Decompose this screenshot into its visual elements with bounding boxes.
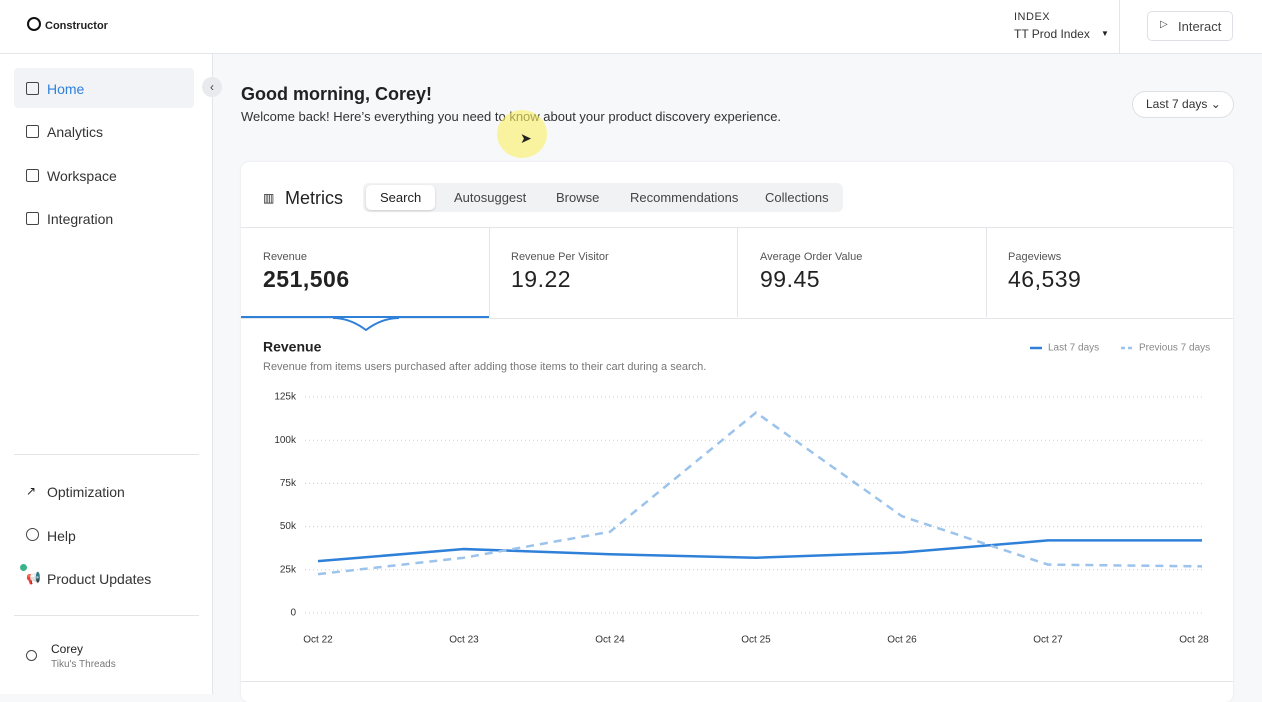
- analytics-icon: [26, 125, 39, 138]
- sidebar: [0, 54, 213, 694]
- chart-title: Revenue: [263, 339, 322, 355]
- nav-item[interactable]: Analytics: [47, 124, 104, 140]
- tab[interactable]: Collections: [765, 190, 829, 205]
- x-tick-label: Oct 25: [741, 635, 771, 646]
- legend-label: Previous 7 days: [1139, 343, 1210, 354]
- nav-item[interactable]: Help: [47, 528, 76, 544]
- y-tick-label: 25k: [280, 564, 297, 575]
- series-line: [317, 410, 1203, 576]
- kpi-label: Pageviews: [1008, 251, 1062, 263]
- selection-notch: [332, 318, 400, 332]
- nav-item[interactable]: Optimization: [47, 484, 125, 500]
- user-icon: [26, 650, 37, 661]
- collapse-button[interactable]: ‹: [202, 77, 222, 97]
- x-tick-label: Oct 27: [1033, 635, 1063, 646]
- tab[interactable]: Browse: [556, 190, 600, 205]
- cursor: ➤: [520, 130, 532, 146]
- x-tick-label: Oct 28: [1179, 635, 1209, 646]
- play-icon: ▷: [1160, 19, 1168, 30]
- kpi-value[interactable]: 46,539: [1008, 266, 1082, 292]
- tab-group: [363, 183, 843, 212]
- nav-item[interactable]: Integration: [47, 211, 114, 227]
- kpi-selected-underline: [241, 316, 489, 318]
- y-tick-label: 100k: [274, 435, 297, 446]
- x-tick-label: Oct 26: [887, 635, 917, 646]
- x-tick-label: Oct 22: [303, 635, 333, 646]
- legend-label: Last 7 days: [1048, 343, 1099, 354]
- logo-icon: [27, 17, 41, 31]
- kpi-label: Revenue: [263, 251, 308, 263]
- y-tick-label: 125k: [274, 392, 297, 403]
- divider: [241, 681, 1233, 682]
- cursor-highlight: [497, 110, 547, 158]
- active-nav-bg: [14, 68, 194, 108]
- metrics-icon: ▥: [263, 191, 275, 205]
- index-select[interactable]: TT Prod Index: [1014, 27, 1090, 41]
- x-tick-label: Oct 23: [449, 635, 479, 646]
- optimization-icon: ↗: [26, 484, 37, 498]
- notification-dot: [20, 564, 27, 571]
- user-org: Tiku's Threads: [51, 659, 116, 670]
- chart-subtitle: Revenue from items users purchased after…: [263, 361, 706, 373]
- series-line: [317, 539, 1202, 563]
- top-bar: [0, 0, 1262, 54]
- date-range-select[interactable]: Last 7 days ⌄: [1132, 91, 1234, 118]
- home-icon: [26, 82, 39, 95]
- integration-icon: [26, 212, 39, 225]
- logo[interactable]: Constructor: [45, 20, 108, 32]
- tab[interactable]: Search: [366, 185, 436, 210]
- kpi-value[interactable]: 251,506: [263, 266, 350, 292]
- interact-button[interactable]: [1147, 11, 1233, 41]
- date-range: Last 7 days: [1146, 97, 1208, 111]
- divider: [14, 615, 199, 616]
- revenue-chart: Revenue Revenue from items users purchas…: [263, 318, 1210, 646]
- greeting-title: Good morning, Corey!: [241, 84, 432, 104]
- kpi-row: [241, 227, 1233, 319]
- interact-label: Interact: [1178, 19, 1222, 34]
- divider: [986, 228, 987, 317]
- index-label: INDEX: [1014, 11, 1051, 23]
- nav-item[interactable]: Product Updates: [47, 571, 152, 587]
- help-icon: [26, 528, 39, 541]
- tab[interactable]: Recommendations: [630, 190, 739, 205]
- caret: ▼: [1101, 29, 1109, 38]
- megaphone-icon: 📢: [26, 571, 41, 585]
- divider: [14, 454, 199, 455]
- divider: [489, 228, 490, 317]
- divider: [1119, 0, 1120, 53]
- kpi-label: Revenue Per Visitor: [511, 251, 609, 263]
- nav-item[interactable]: Workspace: [47, 168, 117, 184]
- divider: [737, 228, 738, 317]
- y-tick-label: 75k: [280, 478, 297, 489]
- x-tick-label: Oct 24: [595, 635, 625, 646]
- nav-item[interactable]: Home: [47, 81, 85, 97]
- user-name[interactable]: Corey: [51, 642, 84, 656]
- kpi-value[interactable]: 99.45: [760, 266, 821, 292]
- y-tick-label: 50k: [280, 521, 297, 532]
- y-tick-label: 0: [290, 608, 296, 619]
- workspace-icon: [26, 169, 39, 182]
- kpi-value[interactable]: 19.22: [511, 266, 572, 292]
- metrics-title: Metrics: [285, 188, 343, 208]
- kpi-label: Average Order Value: [760, 251, 863, 263]
- tab[interactable]: Autosuggest: [454, 190, 527, 205]
